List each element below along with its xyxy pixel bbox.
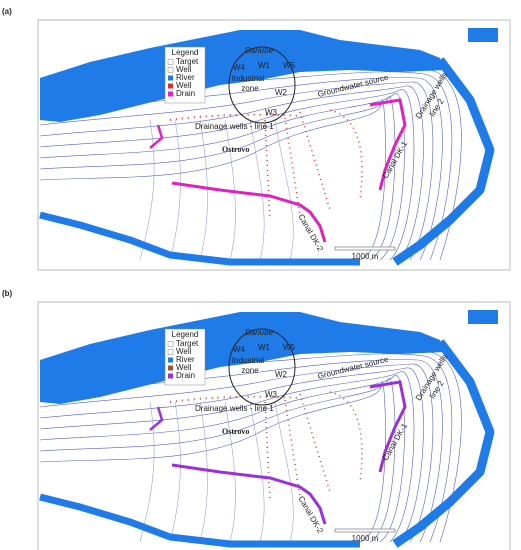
contour [199, 119, 208, 261]
legend-item: Well [176, 363, 192, 372]
contour [249, 119, 265, 261]
well-label: W3 [265, 390, 278, 399]
contour [39, 375, 405, 543]
drainage-label: Drainage wells - line 1 [195, 122, 274, 131]
contour [169, 119, 181, 261]
town-label: Ostrovo [222, 145, 249, 154]
scale-bar [334, 528, 396, 533]
river-bank [392, 57, 495, 266]
river-label: Danube [245, 46, 274, 55]
scale-bar [334, 246, 396, 251]
well-label: W3 [265, 108, 278, 117]
contour [224, 401, 236, 543]
legend-item: Drain [176, 371, 195, 380]
well-label: W2 [275, 370, 288, 379]
contour [39, 363, 434, 543]
contour [39, 81, 434, 261]
drainage-wells [169, 113, 301, 121]
contour [274, 119, 294, 261]
contour [39, 85, 424, 261]
river [40, 30, 445, 122]
legend-swatch [168, 83, 173, 89]
zone-label: zone [241, 366, 259, 375]
legend-title: Legend [172, 48, 199, 57]
legend-swatch [167, 341, 174, 347]
river-bank [39, 493, 360, 548]
map-panel: (b)LegendTargetWellRiverWellDrainDanubeW… [2, 289, 511, 550]
river-label: Danube [245, 328, 274, 337]
panel-label: (b) [2, 289, 13, 298]
contour [39, 96, 396, 261]
panel-label: (a) [2, 7, 12, 16]
canal [369, 380, 407, 473]
legend-swatch [168, 357, 173, 363]
drainage-wells [169, 395, 301, 403]
river-bank [39, 211, 360, 266]
canal [171, 181, 327, 243]
canal [171, 463, 327, 525]
legend-item: Well [176, 347, 192, 356]
legend-swatch [167, 59, 174, 65]
contour [39, 378, 396, 543]
industrial-zone [228, 46, 296, 124]
contour [39, 93, 405, 261]
legend-swatch [167, 67, 174, 73]
legend-item: Target [176, 57, 199, 66]
legend-swatch [167, 349, 174, 355]
legend-item: River [176, 355, 195, 364]
scale-label: 1000 m [352, 534, 379, 543]
legend-swatch [168, 75, 173, 81]
contour [249, 401, 265, 543]
legend-swatch [168, 373, 173, 379]
legend-item: Well [176, 81, 192, 90]
legend-swatch [168, 91, 173, 97]
drainage-label: Drainage wells - line 1 [195, 404, 274, 413]
legend-item: Well [176, 65, 192, 74]
contour [169, 401, 181, 543]
town-label: Ostrovo [222, 427, 249, 436]
well-label: W5 [283, 61, 296, 70]
well-label: W5 [283, 343, 296, 352]
scale-label: 1000 m [352, 252, 379, 261]
river [468, 28, 498, 42]
legend-item: River [176, 73, 195, 82]
well-label: W4 [233, 63, 246, 72]
contour [224, 119, 236, 261]
well-label: W4 [233, 345, 246, 354]
drainage-wells [264, 391, 363, 503]
well-label: W2 [275, 88, 288, 97]
river [40, 312, 445, 404]
zone-label: Industrial [232, 74, 265, 83]
drain [149, 406, 164, 431]
industrial-zone [228, 328, 296, 406]
contour [274, 401, 294, 543]
map-panel: (a)LegendTargetWellRiverWellDrainDanubeW… [2, 7, 511, 271]
zone-label: zone [241, 84, 259, 93]
legend-item: Drain [176, 89, 195, 98]
legend-item: Target [176, 339, 199, 348]
legend-title: Legend [172, 330, 199, 339]
contour [199, 401, 208, 543]
river [468, 310, 498, 324]
legend-swatch [168, 365, 173, 371]
drainage-wells [264, 109, 363, 221]
river-bank [392, 339, 495, 548]
drain [149, 124, 164, 149]
well-label: W1 [258, 343, 271, 352]
zone-label: Industrial [232, 356, 265, 365]
canal [369, 98, 407, 191]
well-label: W1 [258, 61, 271, 70]
contour [39, 367, 424, 543]
